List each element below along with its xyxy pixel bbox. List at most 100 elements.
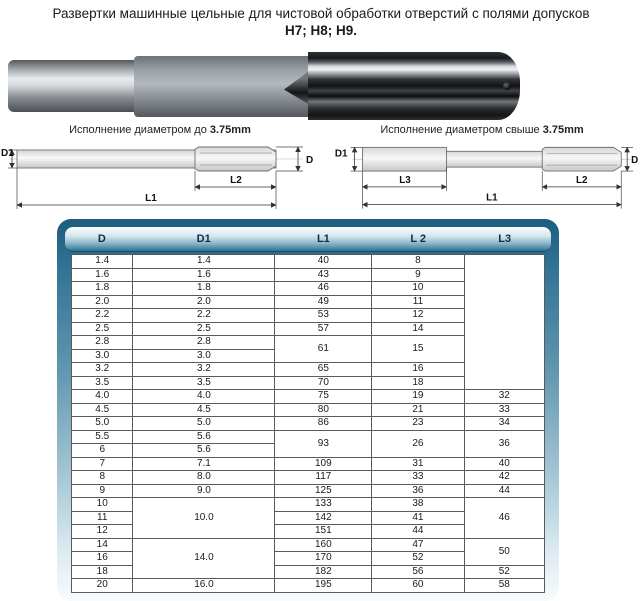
- column-header: L 2: [410, 233, 427, 245]
- dim-label-d: D: [306, 155, 313, 166]
- table-cell: 7: [70, 456, 134, 471]
- table-cell: 8.0: [132, 470, 276, 485]
- table-row: 10 10.0 133 38 46: [70, 497, 546, 539]
- table-cell: 5.6: [132, 443, 276, 458]
- table-cell: 10.0: [132, 497, 276, 539]
- diagram-small-title: Исполнение диаметром до 3.75mm: [1, 124, 319, 139]
- dim-label-d: D: [631, 155, 638, 166]
- table-cell: 15: [371, 335, 465, 363]
- table-cell: 60: [371, 578, 465, 593]
- page-title-tolerances: H7; H8; H9.: [284, 22, 357, 38]
- table-cell: 47: [371, 537, 465, 552]
- table-row: 9 9.0 125 36 44: [70, 483, 546, 498]
- table-cell: 3.0: [132, 348, 276, 363]
- rod-body: [446, 150, 546, 168]
- table-cell: 109: [274, 456, 373, 471]
- diagram-small-title-value: 3.75mm: [209, 124, 251, 136]
- table-row: 5.5 5.6 93 26 36: [70, 429, 546, 458]
- table-cell: 5.0: [132, 416, 276, 431]
- table-row: 1.8 1.8 46 10: [70, 281, 545, 296]
- table-cell: 2.2: [70, 308, 134, 323]
- fluted-section: [541, 146, 622, 172]
- table-cell: 160: [274, 537, 373, 552]
- table-cell: 2.8: [132, 335, 276, 350]
- table-cell: 5.6: [132, 429, 276, 444]
- table-cell: 53: [274, 308, 373, 323]
- table-cell: 52: [371, 551, 465, 566]
- table-cell: 52: [463, 564, 546, 579]
- table-cell: 1.6: [70, 267, 134, 282]
- table-cell: 14.0: [132, 537, 276, 579]
- table-cell: 2.0: [132, 294, 276, 309]
- table-cell: 40: [274, 254, 373, 269]
- table-cell: 3.5: [70, 375, 134, 390]
- table-cell: 5.5: [70, 429, 134, 444]
- table-cell: 14: [70, 537, 134, 552]
- table-cell: 44: [371, 524, 465, 539]
- table-cell: 2.5: [132, 321, 276, 336]
- table-cell: 8: [70, 470, 134, 485]
- table-cell: 49: [274, 294, 373, 309]
- table-row: 4.5 4.5 80 21 33: [70, 402, 546, 417]
- dimensions-table-body: 1.4 1.4 40 8 1.6 1.6 43 9 1.8 1.8 46 10 2.0 2.0 49 11 2.…: [70, 254, 546, 593]
- table-row: 7 7.1 109 31 40: [70, 456, 546, 471]
- reamer-shank-body: [134, 56, 312, 117]
- table-cell: 46: [463, 497, 546, 539]
- table-cell: 4.0: [132, 389, 276, 404]
- table-row: 14 14.0 160 47 50: [70, 537, 546, 579]
- table-row: 3.0 3.0: [70, 348, 545, 363]
- table-row: 1.6 1.6 43 9: [70, 267, 545, 282]
- table-cell: 43: [274, 267, 373, 282]
- table-cell: 151: [274, 524, 373, 539]
- table-cell: 195: [274, 578, 373, 593]
- table-cell: 36: [463, 429, 546, 458]
- table-cell: 11: [70, 510, 134, 525]
- table-cell: 86: [274, 416, 373, 431]
- reamer-center-hole: [503, 82, 511, 90]
- reamer-shank-tip: [8, 60, 136, 112]
- table-cell: 61: [274, 335, 373, 363]
- table-row: 6 5.6: [70, 443, 545, 458]
- table-cell: 1.8: [70, 281, 134, 296]
- table-cell: 10: [70, 497, 134, 512]
- diagram-small-diameter: Исполнение диаметром до 3.75mm D1 D L: [1, 124, 319, 215]
- dim-label-l2: L2: [230, 175, 242, 186]
- table-cell: 58: [463, 578, 546, 593]
- table-cell: 33: [463, 402, 546, 417]
- table-cell: 2.8: [70, 335, 134, 350]
- page-title: Развертки машинные цельные для чистовой …: [0, 6, 642, 40]
- table-row: 18 182 56 52: [70, 564, 546, 579]
- table-cell: 75: [274, 389, 373, 404]
- table-cell: 16: [70, 551, 134, 566]
- table-cell: 1.4: [132, 254, 276, 269]
- table-cell: 80: [274, 402, 373, 417]
- table-cell: 46: [274, 281, 373, 296]
- table-cell: 93: [274, 429, 373, 458]
- table-cell: 5.0: [70, 416, 134, 431]
- diagram-large-diameter: Исполнение диаметром свыше 3.75mm D1 D: [323, 124, 641, 215]
- table-cell: 9.0: [132, 483, 276, 498]
- table-cell: 133: [274, 497, 373, 512]
- column-header: D: [97, 233, 106, 245]
- table-cell: 56: [371, 564, 465, 579]
- dim-label-l1: L1: [145, 193, 157, 204]
- table-cell: 1.8: [132, 281, 276, 296]
- table-cell: 14: [371, 321, 465, 336]
- table-cell: 9: [371, 267, 465, 282]
- table-row: 3.5 3.5 70 18: [70, 375, 545, 390]
- diagram-large-title: Исполнение диаметром свыше 3.75mm: [323, 124, 641, 139]
- table-cell: 31: [371, 456, 465, 471]
- table-cell: 8: [371, 254, 465, 269]
- table-row: 2.8 2.8 61 15: [70, 335, 545, 363]
- column-header: L1: [316, 233, 330, 245]
- table-cell: 12: [70, 524, 134, 539]
- table-cell: 16: [371, 362, 465, 377]
- table-cell: 7.1: [132, 456, 276, 471]
- table-header-bar: D D1 L1 L 2 L3: [65, 227, 551, 252]
- table-cell: 41: [371, 510, 465, 525]
- table-cell: 26: [371, 429, 465, 458]
- dim-label-l2: L2: [576, 175, 588, 186]
- table-row: 3.2 3.2 65 16: [70, 362, 545, 377]
- table-row: 5.0 5.0 86 23 34: [70, 416, 546, 431]
- table-cell: 44: [463, 483, 546, 498]
